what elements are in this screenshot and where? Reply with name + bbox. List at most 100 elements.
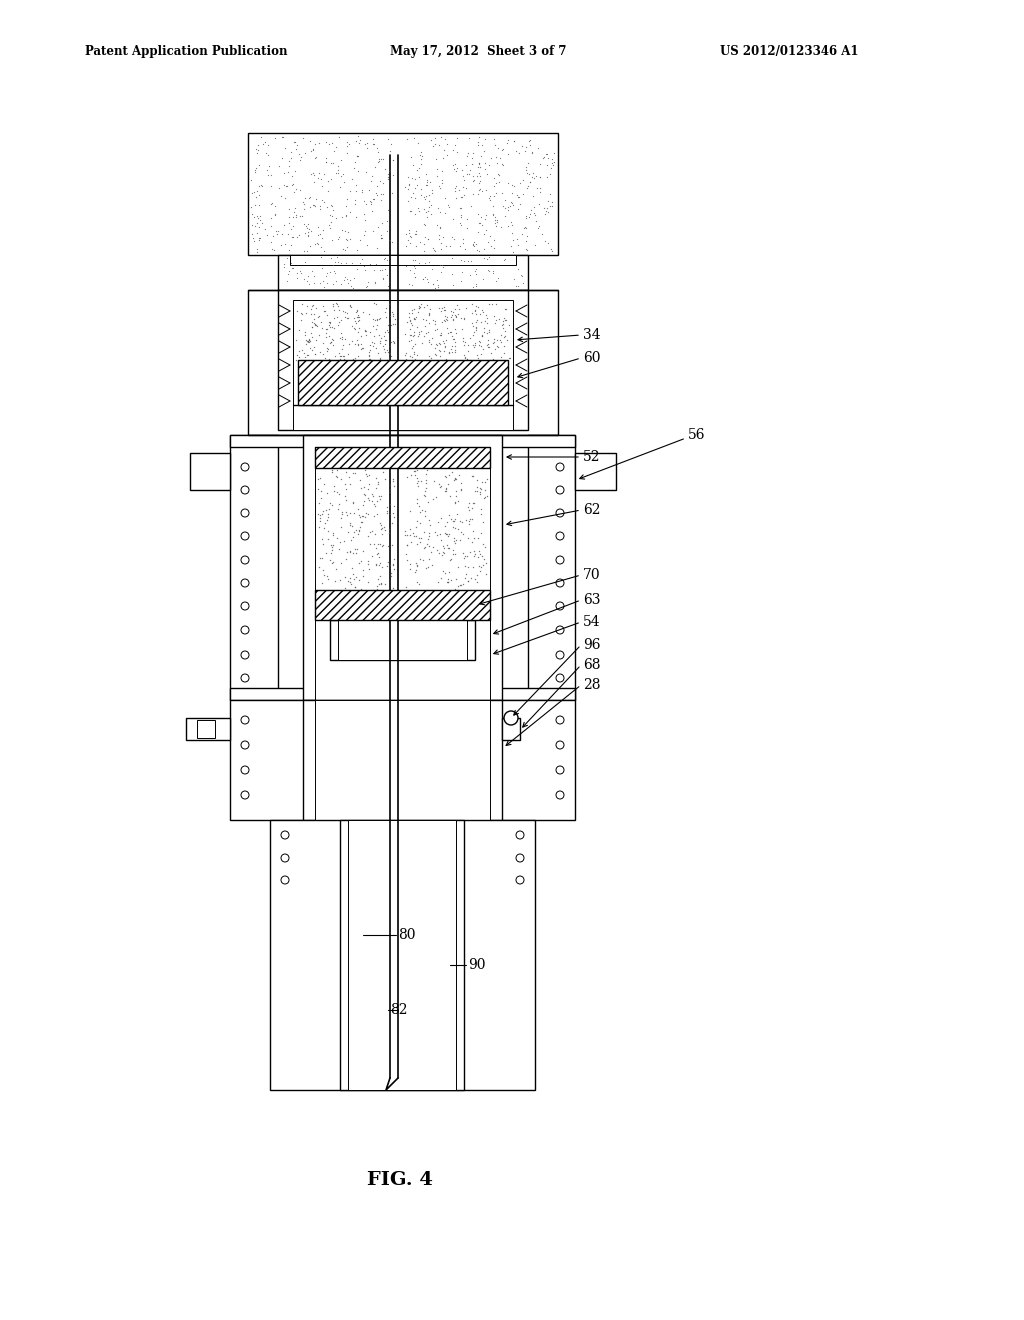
Point [440,194,457,215]
Point [324,552,340,573]
Point [402,232,419,253]
Point [430,277,446,298]
Point [313,480,330,502]
Point [486,313,503,334]
Point [315,296,332,317]
Point [372,348,388,370]
Text: 60: 60 [583,351,600,366]
Point [332,532,348,553]
Point [408,223,424,244]
Point [466,170,482,191]
Point [486,331,503,352]
Point [431,135,447,156]
Point [365,315,381,337]
Point [408,309,424,330]
Point [472,178,488,199]
Text: May 17, 2012  Sheet 3 of 7: May 17, 2012 Sheet 3 of 7 [390,45,566,58]
Point [333,273,349,294]
Point [352,253,369,275]
Point [304,317,321,338]
Point [369,491,385,512]
Point [469,572,485,593]
Point [446,492,463,513]
Point [430,543,446,564]
Bar [248,290,558,436]
Point [251,216,267,238]
Point [514,135,530,156]
Point [404,166,421,187]
Point [308,189,325,210]
Point [249,223,265,244]
Point [350,346,367,367]
Point [275,162,292,183]
Point [347,301,364,322]
Point [382,141,398,162]
Point [384,182,400,203]
Point [477,153,494,174]
Point [436,309,453,330]
Point [350,306,367,327]
Point [439,512,456,533]
Point [355,477,372,498]
Point [372,565,388,586]
Point [403,325,420,346]
Point [479,248,496,269]
Point [350,310,367,331]
Point [288,139,304,160]
Point [328,293,344,314]
Point [434,161,451,182]
Point [349,330,366,351]
Point [321,348,337,370]
Point [256,218,272,239]
Point [402,309,419,330]
Point [544,191,560,213]
Point [289,300,305,321]
Point [397,520,414,541]
Point [439,523,456,544]
Point [455,574,471,595]
Point [410,315,426,337]
Point [480,154,497,176]
Point [330,160,346,181]
Point [246,207,262,228]
Point [469,309,485,330]
Point [353,338,370,359]
Point [436,515,453,536]
Point [299,222,315,243]
Point [357,325,374,346]
Point [381,519,397,540]
Point [445,531,462,552]
Point [440,572,457,593]
Point [427,337,443,358]
Point [412,532,428,553]
Point [369,553,385,574]
Point [369,578,385,599]
Point [335,239,351,260]
Point [327,570,343,591]
Point [470,153,486,174]
Point [474,301,490,322]
Point [418,473,434,494]
Point [463,568,479,589]
Point [253,127,269,148]
Point [312,511,329,532]
Point [406,256,422,277]
Point [407,223,423,244]
Point [260,144,276,165]
Point [544,195,560,216]
Point [420,201,436,222]
Point [475,512,492,533]
Point [485,195,502,216]
Point [464,302,480,323]
Point [471,173,487,194]
Point [457,556,473,577]
Point [329,527,345,548]
Point [521,203,538,224]
Point [424,554,440,576]
Point [410,326,426,347]
Point [546,143,562,164]
Point [386,506,402,527]
Point [408,236,424,257]
Point [384,165,400,186]
Point [356,484,373,506]
